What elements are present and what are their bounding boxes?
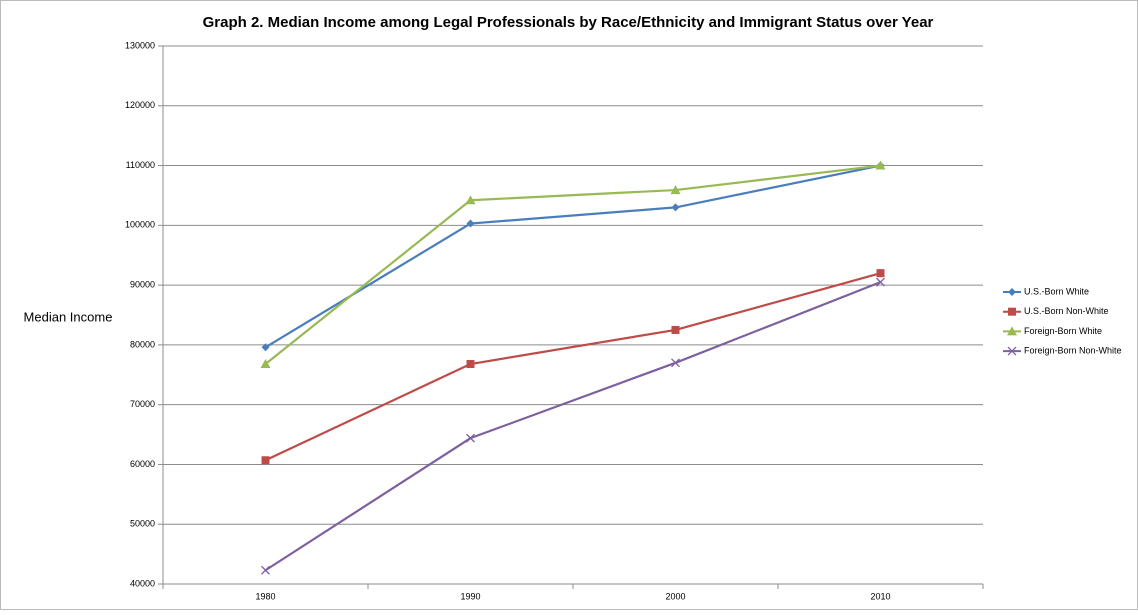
marker bbox=[261, 343, 270, 352]
y-tick-label: 40000 bbox=[130, 578, 155, 588]
marker bbox=[671, 325, 680, 334]
y-tick-label: 110000 bbox=[126, 160, 155, 170]
legend-label: Foreign-Born White bbox=[1024, 326, 1102, 336]
x-tick-label: 2000 bbox=[665, 591, 685, 601]
y-axis-label: Median Income bbox=[24, 309, 113, 324]
y-tick-label: 130000 bbox=[125, 40, 155, 50]
chart-title: Graph 2. Median Income among Legal Profe… bbox=[203, 14, 934, 31]
marker bbox=[465, 195, 476, 205]
y-tick-label: 50000 bbox=[130, 519, 155, 529]
series-line bbox=[264, 164, 881, 365]
marker bbox=[875, 160, 886, 170]
marker bbox=[670, 185, 681, 195]
marker bbox=[466, 219, 475, 228]
x-tick-label: 1980 bbox=[255, 591, 275, 601]
marker bbox=[466, 360, 475, 369]
marker bbox=[466, 433, 475, 443]
x-tick-label: 1990 bbox=[460, 591, 480, 601]
legend-label: U.S.-Born White bbox=[1024, 286, 1089, 296]
marker bbox=[876, 269, 885, 278]
y-tick-label: 70000 bbox=[130, 399, 155, 409]
marker bbox=[876, 277, 885, 287]
legend-label: U.S.-Born Non-White bbox=[1024, 306, 1109, 316]
marker bbox=[261, 456, 270, 465]
legend-marker bbox=[1007, 326, 1017, 336]
marker bbox=[671, 203, 680, 212]
y-tick-label: 120000 bbox=[125, 100, 155, 110]
y-tick-label: 80000 bbox=[130, 339, 155, 349]
marker bbox=[260, 359, 271, 369]
marker bbox=[261, 565, 270, 575]
x-tick-label: 2010 bbox=[870, 591, 890, 601]
series-line bbox=[264, 281, 881, 572]
y-tick-label: 100000 bbox=[125, 220, 155, 230]
legend-marker bbox=[1008, 288, 1016, 296]
y-tick-label: 60000 bbox=[130, 459, 155, 469]
marker bbox=[671, 358, 680, 368]
y-tick-label: 90000 bbox=[130, 279, 155, 289]
series-line bbox=[264, 164, 881, 349]
legend-marker bbox=[1008, 307, 1016, 316]
legend-marker bbox=[1007, 346, 1017, 356]
series-line bbox=[265, 272, 881, 462]
legend-label: Foreign-Born Non-White bbox=[1024, 345, 1122, 355]
